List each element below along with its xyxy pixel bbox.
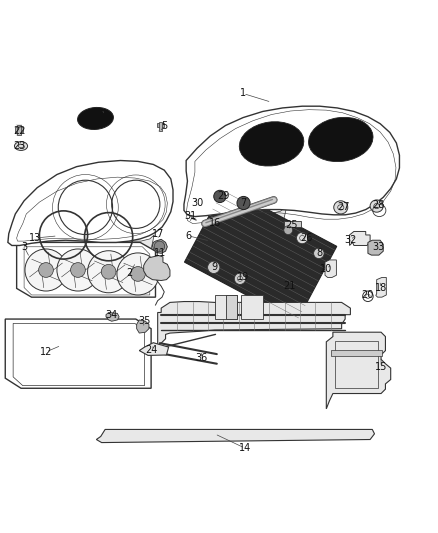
Polygon shape [106, 312, 119, 321]
Circle shape [71, 263, 85, 277]
Bar [241, 295, 263, 319]
Circle shape [284, 226, 293, 235]
Text: 4: 4 [102, 110, 108, 120]
Circle shape [57, 249, 99, 291]
Text: 3: 3 [21, 242, 27, 252]
Circle shape [25, 249, 67, 291]
Text: 25: 25 [285, 220, 297, 230]
Text: 36: 36 [195, 353, 208, 364]
Ellipse shape [308, 117, 373, 161]
Text: 6: 6 [185, 231, 191, 241]
Ellipse shape [334, 201, 348, 214]
Text: 2: 2 [126, 268, 132, 278]
Polygon shape [137, 320, 149, 333]
Text: 10: 10 [320, 264, 332, 273]
Bar [159, 122, 162, 131]
Polygon shape [376, 278, 386, 297]
Circle shape [314, 248, 324, 259]
Bar [15, 127, 23, 132]
Text: 21: 21 [283, 281, 295, 291]
Polygon shape [5, 319, 151, 388]
Ellipse shape [374, 204, 379, 209]
Ellipse shape [14, 142, 28, 150]
Bar [226, 295, 237, 319]
Polygon shape [139, 343, 169, 356]
Polygon shape [325, 260, 336, 278]
Text: 34: 34 [106, 310, 118, 320]
Polygon shape [350, 231, 370, 246]
Circle shape [154, 241, 165, 252]
Circle shape [101, 264, 116, 279]
Text: 35: 35 [138, 316, 151, 326]
Ellipse shape [239, 122, 304, 166]
Text: 19: 19 [237, 272, 249, 282]
Text: 33: 33 [373, 242, 385, 252]
Circle shape [237, 197, 250, 209]
Text: 9: 9 [212, 262, 218, 271]
Bar [215, 295, 237, 319]
Text: 13: 13 [29, 233, 41, 243]
Text: 17: 17 [152, 229, 164, 239]
Polygon shape [96, 430, 374, 442]
Polygon shape [152, 239, 167, 253]
Polygon shape [368, 240, 383, 255]
Bar [17, 125, 21, 135]
Polygon shape [210, 206, 287, 226]
Text: 28: 28 [373, 200, 385, 210]
Text: 7: 7 [240, 198, 246, 208]
Text: 30: 30 [191, 198, 203, 208]
Ellipse shape [370, 200, 383, 212]
Circle shape [131, 266, 145, 281]
Text: 20: 20 [362, 290, 374, 300]
Bar [331, 350, 382, 356]
Text: 16: 16 [208, 217, 221, 228]
Bar [157, 123, 164, 127]
Ellipse shape [78, 108, 113, 130]
Circle shape [117, 253, 159, 295]
Circle shape [234, 273, 246, 285]
Polygon shape [30, 235, 154, 253]
Text: 31: 31 [184, 211, 197, 221]
Circle shape [88, 251, 130, 293]
Text: 26: 26 [300, 233, 313, 243]
Text: 8: 8 [317, 248, 323, 259]
Polygon shape [17, 243, 155, 297]
Polygon shape [184, 187, 337, 322]
Text: 32: 32 [344, 235, 357, 245]
Text: 29: 29 [217, 191, 230, 201]
Text: 18: 18 [375, 284, 387, 293]
Polygon shape [184, 106, 399, 216]
Polygon shape [158, 302, 350, 345]
Circle shape [214, 190, 226, 203]
Text: 23: 23 [14, 141, 26, 151]
Text: 11: 11 [154, 248, 166, 259]
Polygon shape [326, 332, 391, 409]
Circle shape [208, 261, 220, 273]
Text: 24: 24 [145, 345, 157, 355]
Text: 5: 5 [161, 122, 167, 131]
Circle shape [39, 263, 53, 277]
Text: 27: 27 [338, 203, 350, 212]
Text: 12: 12 [40, 347, 52, 357]
Text: 14: 14 [239, 443, 251, 453]
Text: 1: 1 [240, 88, 246, 99]
Polygon shape [144, 255, 170, 280]
Polygon shape [8, 160, 173, 246]
Bar [284, 221, 301, 227]
Text: 15: 15 [375, 362, 387, 372]
Text: 22: 22 [14, 126, 26, 136]
Bar [335, 341, 378, 388]
Circle shape [297, 232, 308, 244]
